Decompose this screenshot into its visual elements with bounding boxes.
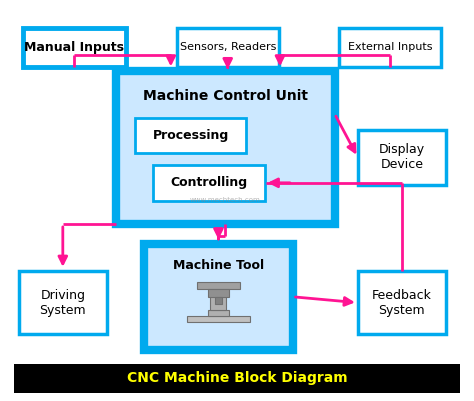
Text: Machine Control Unit: Machine Control Unit <box>143 89 308 103</box>
FancyBboxPatch shape <box>208 289 229 297</box>
Text: Display
Device: Display Device <box>379 143 425 171</box>
Text: Sensors, Readers: Sensors, Readers <box>180 42 276 52</box>
FancyBboxPatch shape <box>358 130 446 185</box>
FancyBboxPatch shape <box>18 271 107 334</box>
FancyBboxPatch shape <box>14 364 460 393</box>
Text: Processing: Processing <box>153 129 228 142</box>
Text: www.mechtech.com: www.mechtech.com <box>190 198 261 203</box>
FancyBboxPatch shape <box>210 286 227 310</box>
Text: Manual Inputs: Manual Inputs <box>25 41 124 54</box>
FancyBboxPatch shape <box>208 310 229 316</box>
Text: Controlling: Controlling <box>171 176 248 189</box>
FancyBboxPatch shape <box>135 118 246 153</box>
Text: Machine Tool: Machine Tool <box>173 259 264 272</box>
FancyBboxPatch shape <box>215 297 222 304</box>
Text: CNC Machine Block Diagram: CNC Machine Block Diagram <box>127 371 347 385</box>
Text: Feedback
System: Feedback System <box>372 289 432 317</box>
FancyBboxPatch shape <box>154 165 265 200</box>
FancyBboxPatch shape <box>23 28 126 67</box>
FancyBboxPatch shape <box>144 244 293 350</box>
FancyBboxPatch shape <box>116 71 335 224</box>
FancyBboxPatch shape <box>339 28 441 67</box>
FancyBboxPatch shape <box>197 282 239 290</box>
FancyBboxPatch shape <box>187 316 250 322</box>
Text: External Inputs: External Inputs <box>348 42 433 52</box>
FancyBboxPatch shape <box>177 28 279 67</box>
Text: Driving
System: Driving System <box>39 289 86 317</box>
FancyBboxPatch shape <box>358 271 446 334</box>
